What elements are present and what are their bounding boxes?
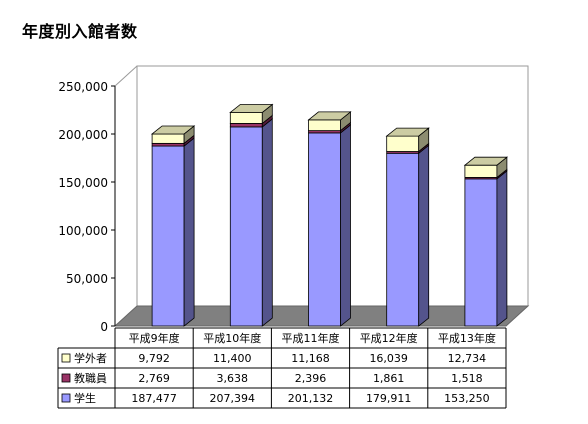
data-label: 16,039 [369,352,408,365]
x-tick-label: 平成11年度 [282,331,340,345]
bar-segment [229,123,263,128]
bar-segment [229,112,263,124]
bar-segment [151,133,185,144]
y-tick-label: 250,000 [58,80,108,94]
bar-segment [386,152,420,327]
x-tick-label: 平成13年度 [438,331,496,345]
legend-entry: 学生 [74,391,96,405]
data-label: 187,477 [131,392,177,405]
bar-top [385,127,430,137]
y-tick-label: 50,000 [66,272,108,286]
bar-segment-side [418,144,430,327]
legend-entry: 学外者 [74,351,107,365]
page-title: 年度別入館者数 [22,22,138,41]
data-label: 12,734 [448,352,487,365]
data-label: 11,400 [213,352,252,365]
legend-swatch [61,353,71,363]
bar-segment [229,126,263,327]
legend-entry: 教職員 [74,372,107,385]
data-label: 3,638 [217,372,249,385]
y-tick-label: 100,000 [58,224,108,238]
data-label: 11,168 [291,352,330,365]
x-tick-label: 平成12年度 [360,331,418,345]
bar-top [463,156,509,166]
bar-segment [464,178,498,327]
bar-segment [308,119,341,132]
y-tick-label: 150,000 [58,176,108,190]
bar-segment-side [261,118,273,327]
data-label: 1,518 [451,372,483,385]
bar-top [307,111,352,121]
data-label: 2,396 [295,372,327,385]
bar-segment-side [496,170,508,327]
x-tick-label: 平成9年度 [129,331,180,345]
x-tick-label: 平成10年度 [203,331,261,345]
data-label: 1,861 [373,372,405,385]
plot-wall-outline [136,65,529,306]
bar-segment [308,132,341,327]
y-tick-label: 200,000 [58,128,108,142]
y-tick-label: 0 [100,320,108,334]
bar-segment-side [183,137,195,327]
data-label: 207,394 [210,392,256,405]
bar-top [229,104,274,113]
data-label: 9,792 [138,352,170,365]
bar-segment [151,145,185,327]
bar-top [150,125,196,135]
data-label: 201,132 [288,392,334,405]
plot-wall-edge [114,65,138,87]
data-label: 2,769 [138,372,170,385]
bar-segment [386,135,420,152]
legend-swatch [61,373,71,383]
bar-segment [464,164,498,178]
data-label: 179,911 [366,392,412,405]
bar-segment-side [340,124,351,327]
legend-swatch [61,393,71,403]
data-label: 153,250 [444,392,490,405]
